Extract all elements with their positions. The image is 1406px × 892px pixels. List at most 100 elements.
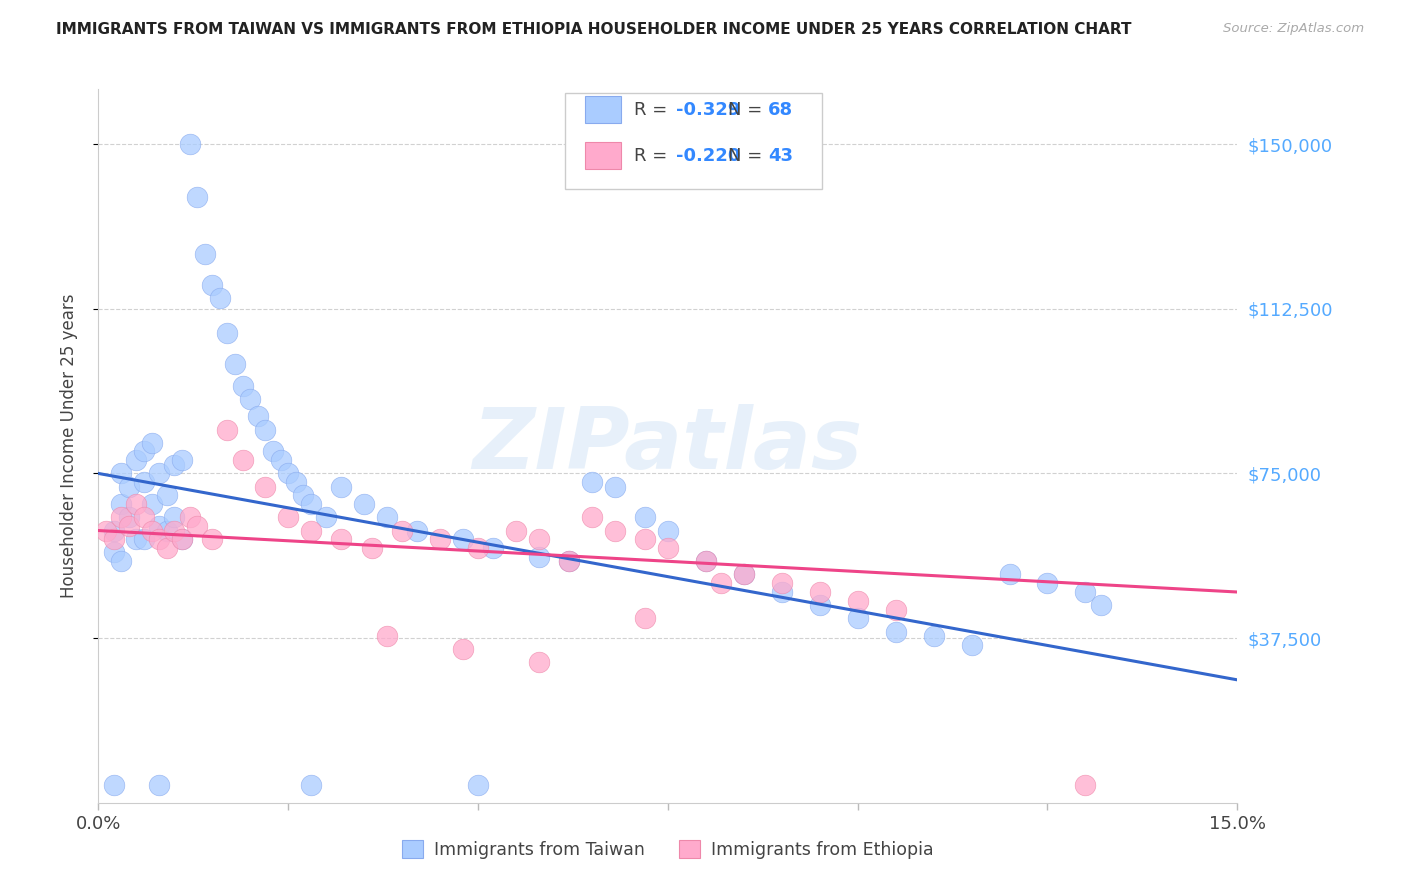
Point	[634, 611, 657, 625]
Point	[201, 277, 224, 292]
Point	[527, 549, 550, 564]
Point	[103, 778, 125, 792]
Text: R =: R =	[634, 146, 672, 164]
Point	[299, 778, 322, 792]
Point	[770, 576, 793, 591]
Point	[217, 326, 239, 340]
Point	[292, 488, 315, 502]
Point	[163, 458, 186, 472]
Point	[695, 554, 717, 568]
Point	[284, 475, 307, 490]
Point	[246, 409, 269, 424]
FancyBboxPatch shape	[585, 142, 621, 169]
Y-axis label: Householder Income Under 25 years: Householder Income Under 25 years	[59, 293, 77, 599]
Point	[186, 190, 208, 204]
Point	[558, 554, 581, 568]
Point	[270, 453, 292, 467]
Point	[429, 533, 451, 547]
Point	[118, 519, 141, 533]
Point	[110, 467, 132, 481]
Text: -0.220: -0.220	[676, 146, 740, 164]
Text: ZIPatlas: ZIPatlas	[472, 404, 863, 488]
Point	[194, 247, 217, 261]
Point	[277, 510, 299, 524]
Point	[208, 291, 231, 305]
Point	[262, 444, 284, 458]
Point	[558, 554, 581, 568]
Point	[1036, 576, 1059, 591]
Point	[998, 567, 1021, 582]
Point	[315, 510, 337, 524]
Point	[141, 497, 163, 511]
Text: N =: N =	[728, 101, 768, 119]
Point	[148, 778, 170, 792]
Point	[330, 533, 353, 547]
Point	[299, 524, 322, 538]
Point	[360, 541, 382, 555]
Point	[232, 453, 254, 467]
Point	[110, 554, 132, 568]
Text: 43: 43	[768, 146, 793, 164]
Point	[1074, 778, 1097, 792]
Point	[224, 357, 246, 371]
Point	[391, 524, 413, 538]
Point	[156, 541, 179, 555]
Text: Source: ZipAtlas.com: Source: ZipAtlas.com	[1223, 22, 1364, 36]
Point	[156, 488, 179, 502]
Text: R =: R =	[634, 101, 672, 119]
Point	[239, 392, 262, 406]
Point	[103, 533, 125, 547]
Legend: Immigrants from Taiwan, Immigrants from Ethiopia: Immigrants from Taiwan, Immigrants from …	[395, 833, 941, 865]
Point	[141, 435, 163, 450]
Point	[277, 467, 299, 481]
Point	[808, 598, 831, 612]
Point	[1074, 585, 1097, 599]
Point	[118, 510, 141, 524]
Point	[170, 453, 193, 467]
Point	[353, 497, 375, 511]
FancyBboxPatch shape	[585, 96, 621, 123]
Point	[505, 524, 527, 538]
Point	[179, 510, 201, 524]
Point	[884, 602, 907, 616]
Point	[884, 624, 907, 639]
Point	[132, 475, 155, 490]
Point	[482, 541, 505, 555]
Point	[103, 524, 125, 538]
Point	[710, 576, 733, 591]
Point	[103, 545, 125, 559]
Point	[451, 642, 474, 657]
Point	[634, 510, 657, 524]
Point	[603, 480, 626, 494]
Point	[733, 567, 755, 582]
Point	[148, 467, 170, 481]
FancyBboxPatch shape	[565, 93, 821, 189]
Point	[846, 594, 869, 608]
Point	[232, 378, 254, 392]
Point	[770, 585, 793, 599]
Point	[163, 524, 186, 538]
Point	[186, 519, 208, 533]
Point	[467, 778, 489, 792]
Point	[217, 423, 239, 437]
Point	[148, 533, 170, 547]
Point	[733, 567, 755, 582]
Point	[118, 480, 141, 494]
Point	[375, 510, 398, 524]
Point	[527, 533, 550, 547]
Point	[406, 524, 429, 538]
Point	[846, 611, 869, 625]
Point	[201, 533, 224, 547]
Point	[960, 638, 983, 652]
Point	[163, 510, 186, 524]
Point	[375, 629, 398, 643]
Point	[254, 423, 277, 437]
Point	[634, 533, 657, 547]
Point	[170, 533, 193, 547]
Point	[156, 524, 179, 538]
Point	[330, 480, 353, 494]
Point	[254, 480, 277, 494]
Text: -0.329: -0.329	[676, 101, 740, 119]
Point	[170, 533, 193, 547]
Point	[527, 655, 550, 669]
